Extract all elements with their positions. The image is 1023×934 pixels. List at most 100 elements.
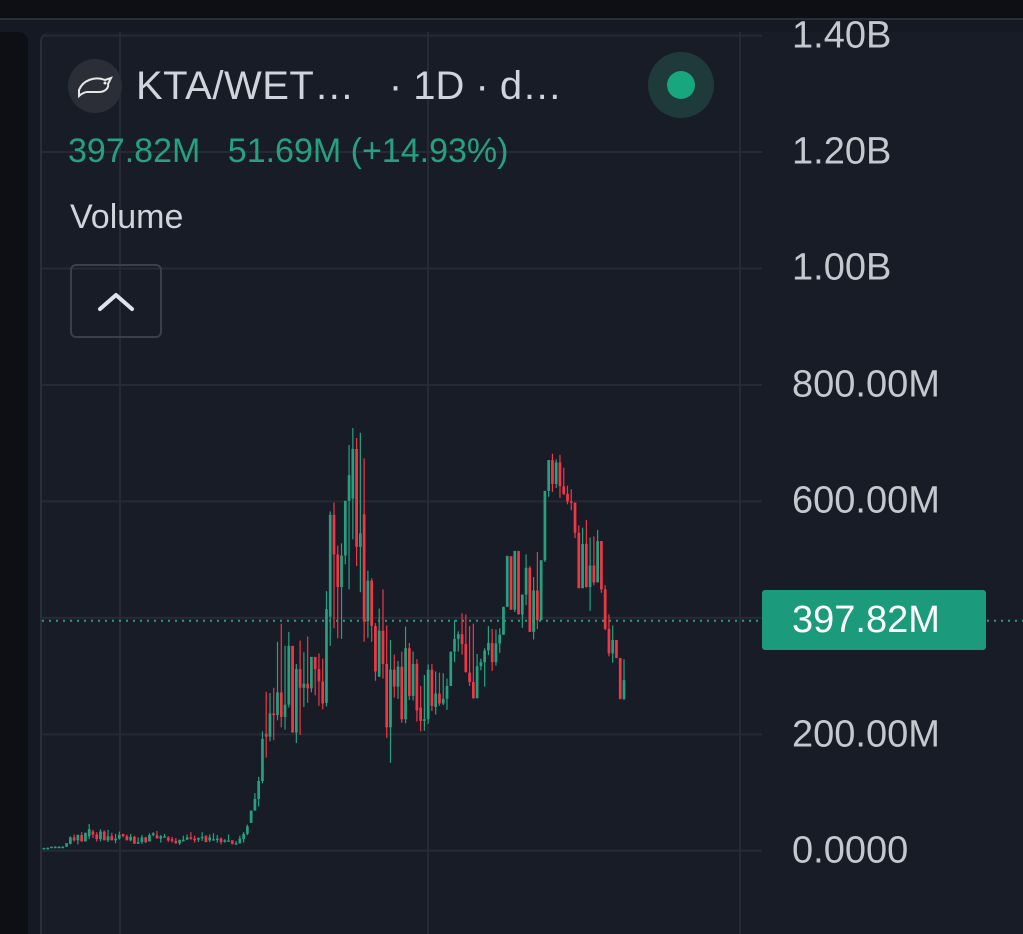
candle-body — [276, 692, 279, 716]
candle-body — [95, 834, 99, 840]
candle-body — [355, 449, 358, 547]
candle — [471, 623, 475, 699]
candle — [159, 835, 163, 843]
candle — [238, 835, 242, 844]
candle-body — [302, 683, 306, 688]
candle-body — [321, 681, 325, 704]
candle — [136, 837, 140, 844]
candle-body — [234, 843, 238, 845]
candle — [99, 829, 102, 842]
candle — [313, 656, 317, 696]
candle — [294, 663, 298, 744]
candle-body — [389, 669, 392, 728]
candle — [389, 640, 392, 763]
candle-body — [283, 704, 287, 717]
candle-body — [72, 837, 76, 841]
candle — [596, 529, 599, 583]
candle — [246, 824, 249, 836]
candle-body — [415, 663, 419, 711]
candle — [347, 444, 351, 590]
rat-icon — [68, 59, 122, 113]
candle-body — [366, 580, 370, 622]
symbol-label[interactable]: KTA/WET… — [136, 63, 355, 108]
candle-body — [193, 838, 197, 841]
candle-body — [404, 648, 407, 720]
candle-body — [445, 686, 449, 699]
candle-body — [490, 642, 494, 663]
candle-body — [230, 840, 234, 844]
candle — [464, 614, 468, 673]
candle — [261, 731, 264, 784]
last-value: 397.82M — [68, 132, 201, 170]
candle — [110, 832, 114, 841]
candle — [328, 511, 332, 646]
candle — [532, 577, 535, 640]
candle — [490, 628, 494, 671]
candle-body — [407, 648, 411, 696]
candle — [411, 651, 415, 701]
candle — [509, 556, 513, 610]
candle-body — [279, 692, 283, 717]
candle — [415, 659, 419, 722]
candle-body — [110, 836, 114, 841]
candle-body — [351, 449, 355, 499]
candle-body — [453, 638, 456, 652]
candle-body — [189, 837, 193, 839]
candle-body — [426, 669, 430, 720]
candle-body — [584, 543, 588, 588]
candle-body — [554, 462, 558, 484]
candle-body — [460, 634, 464, 645]
candle-body — [136, 842, 140, 844]
candle — [223, 839, 227, 843]
candle-body — [434, 693, 438, 707]
candle — [366, 570, 370, 638]
candle-body — [392, 669, 396, 687]
candle — [460, 613, 464, 655]
candle — [185, 834, 189, 840]
candle — [325, 591, 328, 707]
candle — [212, 833, 215, 841]
candle-body — [573, 502, 577, 533]
candle — [306, 636, 309, 703]
candle-body — [400, 666, 404, 720]
candle-body — [253, 798, 257, 811]
candle — [181, 835, 185, 842]
candle — [276, 641, 279, 721]
candle — [441, 673, 445, 706]
candle-body — [509, 556, 513, 610]
candle-body — [106, 836, 110, 841]
candle-body — [325, 609, 328, 703]
candle — [102, 830, 106, 841]
interval-label[interactable]: · 1D · d… — [388, 63, 563, 108]
candle — [603, 585, 607, 631]
candle-body — [133, 836, 136, 844]
candle-body — [543, 490, 547, 561]
candle — [46, 847, 50, 850]
candle — [178, 839, 181, 845]
top-toolbar-strip — [0, 0, 1023, 20]
candle — [374, 623, 377, 681]
candle — [475, 653, 479, 699]
candle-body — [65, 843, 68, 847]
legend-values: 397.82M 51.69M (+14.93%) — [68, 132, 526, 171]
candle — [80, 832, 84, 842]
grid-lines — [42, 32, 762, 934]
candle-body — [306, 683, 309, 689]
candle — [253, 793, 257, 811]
candle-body — [208, 837, 212, 841]
candle — [528, 566, 532, 632]
chart-legend[interactable]: KTA/WET… · 1D · d… — [68, 56, 562, 116]
candle — [592, 536, 596, 586]
candle — [577, 525, 581, 589]
candle-body — [84, 832, 87, 842]
candle-body — [596, 541, 599, 583]
collapse-button[interactable] — [70, 264, 162, 338]
live-status-dot — [667, 71, 695, 99]
price-tick: 0.0000 — [792, 829, 909, 872]
price-tick: 1.40B — [792, 14, 892, 57]
candle-body — [449, 651, 453, 687]
change-value: 51.69M (+14.93%) — [227, 132, 509, 170]
status-indicator[interactable] — [648, 52, 714, 118]
candle — [468, 626, 471, 687]
